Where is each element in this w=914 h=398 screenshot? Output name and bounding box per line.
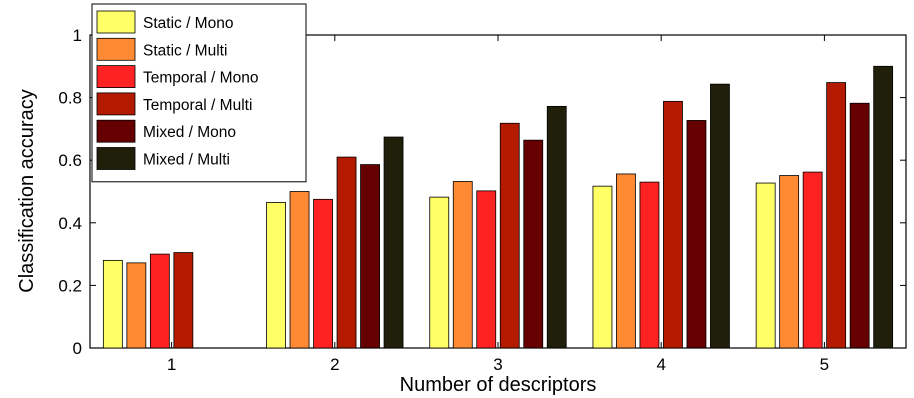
x-tick-label: 5 — [820, 355, 829, 374]
bar-mixed-mono-5 — [849, 102, 870, 349]
bar-static-mono-1 — [102, 259, 123, 349]
bar-mixed-multi-3 — [546, 105, 567, 349]
bar-static-multi-4 — [616, 173, 636, 349]
bar-mixed-multi-4 — [710, 83, 730, 349]
legend-label: Mixed / Mono — [143, 124, 236, 141]
legend-label: Static / Multi — [143, 42, 227, 59]
bar-static-multi-2 — [289, 191, 310, 349]
x-axis-title: Number of descriptors — [400, 374, 597, 396]
y-axis-ticks: 0 0.2 0.4 0.6 0.8 1 — [58, 26, 906, 358]
legend-swatch — [96, 147, 136, 170]
legend-swatch — [96, 37, 136, 61]
bar-static-multi-3 — [452, 181, 473, 349]
bar-static-multi-1 — [126, 262, 147, 349]
bar-temporal-multi-1 — [173, 252, 194, 349]
legend-label: Temporal / Multi — [143, 97, 252, 114]
bar-static-multi-5 — [779, 175, 800, 349]
y-tick-label: 1 — [73, 26, 82, 45]
y-tick-label: 0.2 — [58, 276, 82, 295]
x-tick-label: 4 — [656, 355, 665, 374]
bar-temporal-multi-4 — [663, 100, 683, 349]
bar-mixed-mono-4 — [686, 120, 707, 349]
bars-layer — [102, 65, 894, 349]
legend-swatch — [96, 119, 136, 143]
bar-mixed-mono-3 — [523, 139, 544, 349]
y-tick-label: 0.4 — [58, 214, 82, 233]
legend: Static / Mono Static / Multi Temporal / Mo… — [91, 3, 307, 183]
x-tick-label: 2 — [330, 355, 339, 374]
bar-static-mono-3 — [429, 196, 450, 349]
bar-mixed-multi-5 — [873, 65, 894, 349]
y-axis-title: Classification accuracy — [16, 89, 38, 292]
bar-temporal-mono-4 — [639, 181, 660, 349]
bar-temporal-mono-5 — [802, 171, 823, 349]
bar-temporal-multi-2 — [336, 156, 357, 349]
bar-mixed-multi-2 — [383, 136, 404, 349]
bar-temporal-mono-3 — [476, 190, 497, 349]
x-tick-label: 1 — [167, 355, 176, 374]
bar-static-mono-5 — [755, 182, 776, 349]
y-tick-label: 0.6 — [58, 151, 82, 170]
legend-label: Static / Mono — [143, 15, 233, 32]
legend-label: Mixed / Multi — [143, 152, 230, 169]
legend-swatch — [96, 92, 136, 116]
y-tick-label: 0.8 — [58, 89, 82, 108]
legend-swatch — [96, 10, 136, 34]
bar-temporal-mono-2 — [313, 198, 333, 349]
x-tick-label: 3 — [493, 355, 502, 374]
bar-temporal-multi-5 — [826, 82, 847, 349]
legend-swatch — [96, 65, 136, 88]
bar-mixed-mono-2 — [360, 164, 380, 349]
bar-static-mono-4 — [592, 185, 613, 349]
legend-label: Temporal / Mono — [143, 70, 258, 87]
bar-temporal-multi-3 — [499, 122, 520, 349]
bar-temporal-mono-1 — [149, 253, 170, 349]
x-axis-ticks: 1 2 3 4 5 — [167, 35, 829, 374]
y-tick-label: 0 — [73, 339, 82, 358]
bar-static-mono-2 — [266, 202, 286, 349]
